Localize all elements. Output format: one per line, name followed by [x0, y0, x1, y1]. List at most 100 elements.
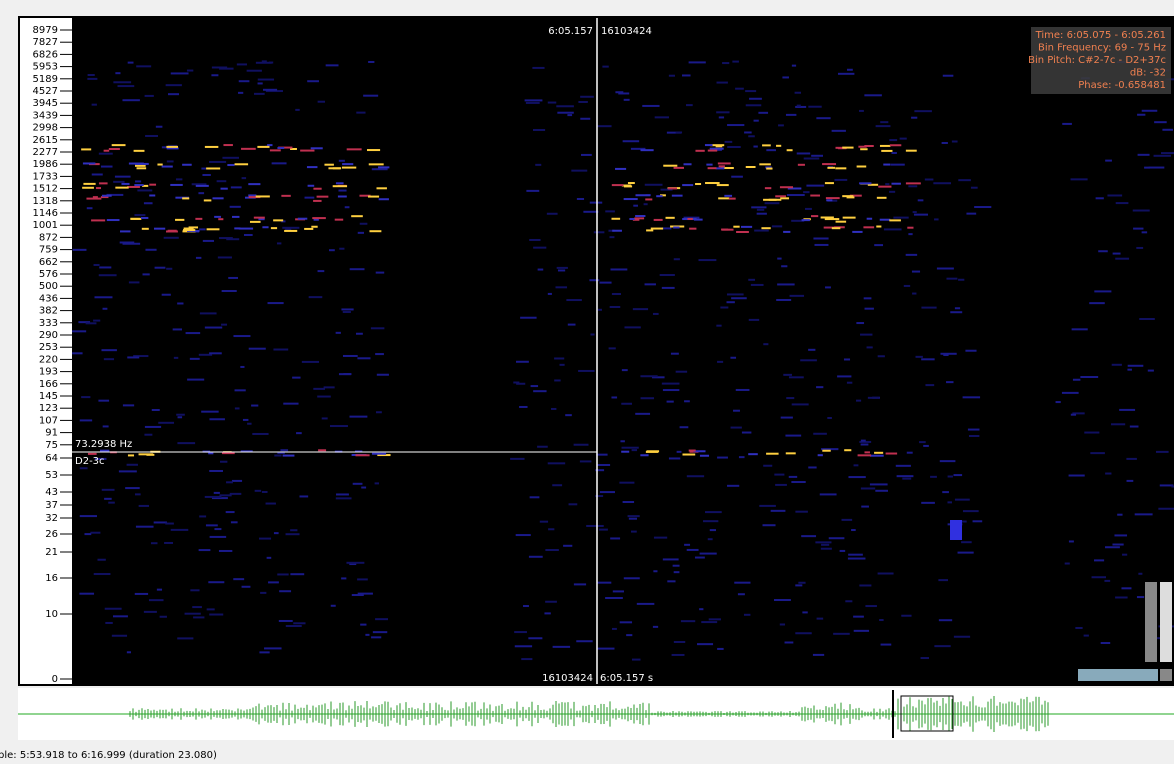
spectral-peak [859, 182, 872, 185]
spectral-speckle [686, 104, 693, 107]
spectral-speckle [1154, 121, 1167, 124]
spectral-speckle [521, 658, 533, 661]
zoom-ticks[interactable] [1160, 582, 1172, 662]
spectral-peak [313, 187, 322, 190]
spectral-peak [346, 148, 362, 151]
spectral-speckle [127, 61, 134, 64]
spectral-speckle [917, 199, 924, 202]
spectral-speckle [137, 189, 153, 192]
spectral-speckle [138, 504, 150, 507]
spectral-speckle [576, 197, 585, 200]
spectral-speckle [911, 270, 921, 273]
spectral-peak [709, 147, 724, 150]
spectral-speckle [79, 419, 93, 422]
spectral-speckle [727, 484, 740, 487]
spectral-speckle [219, 494, 232, 497]
spectral-peak [223, 144, 233, 147]
spectral-speckle [335, 331, 341, 334]
spectral-speckle [688, 61, 706, 64]
spectral-speckle [170, 72, 189, 75]
spectral-speckle [841, 518, 853, 521]
zoom-slider[interactable] [1145, 582, 1157, 662]
spectral-speckle [654, 116, 669, 119]
spectral-speckle [277, 451, 285, 454]
spectral-peak [135, 164, 146, 167]
spectral-speckle [827, 416, 832, 419]
spectral-peak [838, 147, 847, 150]
spectrogram-pane[interactable] [18, 16, 1174, 686]
spectral-speckle [552, 484, 563, 487]
spectral-speckle [801, 535, 817, 538]
spectral-peak [328, 167, 342, 170]
spectral-speckle [1133, 227, 1144, 230]
hzoom-slider[interactable] [1078, 669, 1158, 681]
spectral-peak [857, 454, 872, 457]
spectral-speckle [816, 617, 824, 620]
spectral-speckle [576, 640, 593, 643]
spectral-speckle [595, 469, 605, 472]
spectral-peak [673, 166, 684, 169]
spectral-speckle [930, 475, 937, 478]
spectral-speckle [958, 278, 965, 281]
spectral-speckle [848, 476, 866, 479]
spectral-speckle [846, 68, 853, 71]
spectral-speckle [1162, 128, 1173, 131]
spectral-speckle [554, 357, 565, 360]
spectral-peak [100, 196, 109, 199]
spectral-speckle [221, 290, 237, 293]
spectral-speckle [815, 541, 832, 544]
spectral-speckle [698, 259, 717, 262]
spectral-peak [307, 184, 315, 187]
scale-label: 5189 [33, 74, 58, 85]
spectral-speckle [359, 222, 368, 225]
spectral-speckle [968, 435, 980, 438]
spectral-peak [710, 144, 725, 147]
spectral-speckle [260, 591, 267, 594]
spectral-speckle [321, 417, 328, 420]
spectral-peak [238, 227, 254, 230]
spectral-speckle [278, 619, 293, 622]
spectral-speckle [514, 645, 533, 648]
hzoom-button[interactable] [1160, 669, 1172, 681]
spectral-speckle [285, 228, 292, 231]
spectral-speckle [676, 450, 682, 453]
spectral-peak [81, 148, 92, 151]
spectral-speckle [811, 154, 824, 157]
spectral-speckle [705, 511, 722, 514]
spectral-speckle [796, 152, 811, 155]
spectral-peak [341, 166, 357, 169]
spectral-speckle [745, 104, 762, 107]
spectral-speckle [233, 578, 245, 581]
spectral-speckle [1144, 166, 1150, 169]
spectral-speckle [556, 105, 574, 108]
spectral-speckle [942, 74, 954, 77]
spectral-speckle [193, 616, 205, 619]
spectral-speckle [578, 369, 595, 372]
spectral-speckle [279, 590, 292, 593]
spectral-speckle [290, 573, 305, 576]
spectral-speckle [670, 352, 679, 355]
overview-viewport[interactable] [900, 695, 954, 732]
spectral-speckle [184, 612, 201, 615]
spectral-speckle [808, 466, 817, 469]
spectral-speckle [675, 370, 688, 373]
spectral-speckle [718, 116, 725, 119]
spectral-peak [82, 162, 96, 165]
spectral-speckle [313, 387, 325, 390]
spectral-speckle [668, 457, 681, 460]
spectral-speckle [611, 396, 618, 399]
spectral-speckle [535, 163, 542, 166]
spectral-speckle [893, 216, 909, 219]
spectral-speckle [731, 297, 747, 300]
spectral-speckle [865, 605, 877, 608]
scale-label: 7827 [33, 37, 58, 48]
spectral-speckle [173, 356, 179, 359]
spectral-speckle [791, 64, 797, 67]
spectral-speckle [633, 204, 638, 207]
spectral-speckle [1129, 425, 1139, 428]
spectral-peak [149, 183, 157, 186]
spectral-speckle [78, 321, 91, 324]
spectral-speckle [856, 399, 862, 402]
spectral-speckle [1111, 363, 1122, 366]
scale-label: 382 [39, 306, 58, 317]
